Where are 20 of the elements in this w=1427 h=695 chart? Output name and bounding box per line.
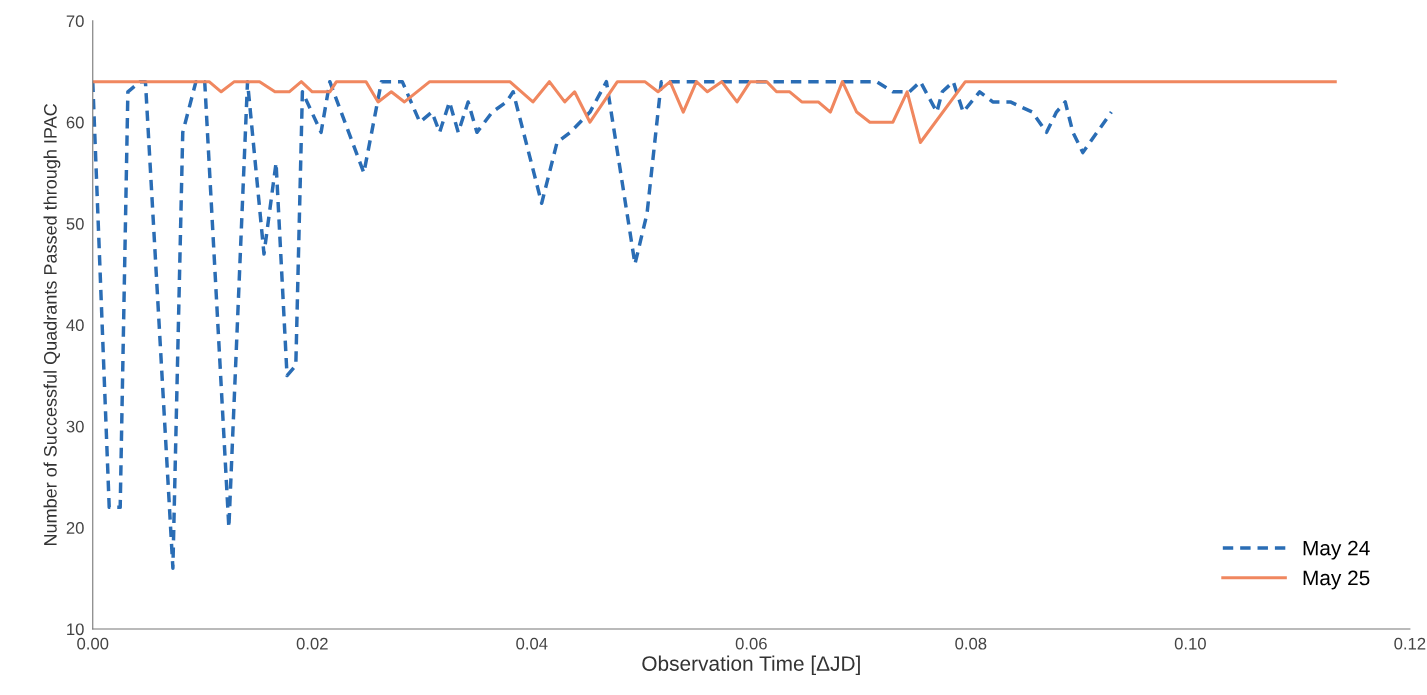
legend-label: May 25 [1303, 570, 1370, 590]
y-tick-label: 50 [66, 217, 84, 230]
legend-label: May 24 [1303, 540, 1370, 560]
y-axis-title: Number of Successful Quadrants Passed through IPAC [43, 103, 61, 546]
x-tick-label: 0.02 [296, 637, 328, 650]
x-tick-label: 0.00 [77, 637, 109, 650]
y-tick-label: 60 [66, 116, 84, 129]
x-tick-label: 0.10 [1174, 637, 1206, 650]
x-tick-label: 0.04 [516, 637, 548, 650]
x-tick-label: 0.12 [1394, 637, 1426, 650]
y-tick-label: 20 [66, 522, 84, 534]
y-tick-label: 70 [66, 15, 84, 28]
y-tick-label: 30 [66, 420, 84, 433]
x-tick-label: 0.08 [955, 637, 987, 650]
x-axis-title: Observation Time [ΔJD] [642, 655, 860, 676]
line-series [92, 80, 1337, 145]
line-series [92, 79, 1114, 570]
y-tick-label: 40 [66, 319, 84, 332]
y-tick-label: 10 [67, 623, 84, 636]
x-tick-label: 0.06 [735, 637, 767, 650]
